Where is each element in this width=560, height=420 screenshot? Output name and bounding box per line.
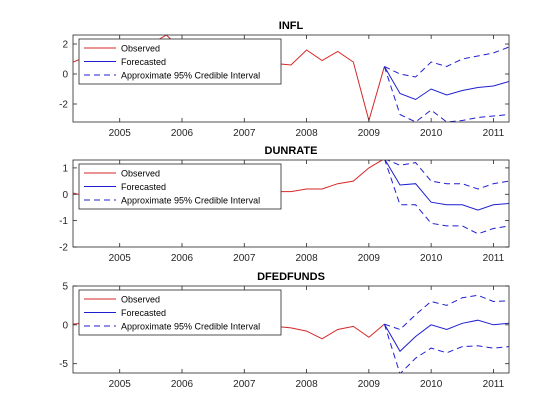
y-tick-label: 0 (62, 70, 68, 81)
x-tick-label: 2007 (233, 253, 256, 264)
y-tick-label: 0 (62, 190, 68, 201)
legend-label: Approximate 95% Credible Interval (121, 322, 260, 332)
x-tick-label: 2007 (233, 379, 256, 390)
series-approximate-95-credible-interval (384, 294, 509, 331)
legend-label: Forecasted (121, 308, 166, 318)
legend: Observed Forecasted Approximate 95% Credib… (78, 289, 282, 336)
x-tick-label: 2011 (483, 253, 505, 264)
x-tick-label: 2010 (420, 379, 443, 390)
series-forecasted (383, 66, 509, 101)
y-tick-label: -1 (59, 216, 68, 227)
axes-box (72, 34, 510, 123)
series-forecasted (384, 160, 509, 211)
legend-label: Forecasted (121, 57, 166, 67)
y-tick-label: 1 (62, 163, 68, 174)
y-tick-label: -2 (59, 100, 68, 111)
legend-label: Observed (121, 295, 160, 305)
series-credible-interval-lower (384, 160, 509, 235)
axes-box (72, 285, 510, 374)
x-tick-label: 2009 (358, 128, 381, 139)
x-tick-label: 2006 (171, 379, 194, 390)
chart-title: INFL (279, 20, 304, 32)
y-tick-label: 5 (62, 282, 68, 293)
legend: Observed Forecasted Approximate 95% Credib… (78, 163, 282, 210)
y-tick-label: -5 (59, 359, 68, 370)
legend-label: Approximate 95% Credible Interval (121, 196, 260, 206)
x-tick-label: 2008 (295, 128, 318, 139)
x-tick-label: 2008 (295, 253, 318, 264)
x-tick-label: 2009 (358, 253, 381, 264)
x-tick-label: 2011 (483, 379, 505, 390)
subplot-3: 2005 2006 2007 2008 2009 2010 2011 5 0 -5 DFEDFUND… (59, 271, 510, 390)
x-tick-label: 2006 (171, 128, 194, 139)
x-tick-label: 2005 (109, 379, 132, 390)
chart-title: DFEDFUNDS (257, 271, 325, 283)
series-approximate-95-credible-interval (384, 46, 509, 78)
series-forecasted (383, 319, 509, 353)
x-tick-label: 2006 (171, 253, 194, 264)
x-tick-label: 2008 (295, 379, 318, 390)
y-tick-label: 0 (62, 320, 68, 331)
x-tick-label: 2005 (109, 128, 132, 139)
axes-box (72, 159, 510, 248)
legend: Observed Forecasted Approximate 95% Credib… (78, 38, 282, 85)
chart-title: DUNRATE (265, 145, 318, 157)
x-tick-label: 2009 (358, 379, 381, 390)
subplot-1: 2005 2006 2007 2008 2009 2010 2011 2 0 -2 INFL Obse… (59, 20, 510, 139)
x-tick-label: 2010 (420, 128, 443, 139)
legend-box (78, 38, 282, 85)
legend-label: Observed (121, 44, 160, 54)
y-tick-label: 2 (62, 40, 68, 51)
legend-label: Observed (121, 169, 160, 179)
x-tick-label: 2010 (420, 253, 443, 264)
x-tick-label: 2011 (483, 128, 505, 139)
x-tick-label: 2005 (109, 253, 132, 264)
series-approximate-95-credible-interval (386, 160, 509, 190)
series-credible-interval-lower (383, 323, 509, 373)
y-tick-label: -2 (59, 243, 68, 254)
subplot-2: 2005 2006 2007 2008 2009 2010 2011 1 0 -1 -2 DUNRAT… (59, 145, 510, 264)
x-tick-label: 2007 (233, 128, 256, 139)
legend-label: Approximate 95% Credible Interval (121, 71, 260, 81)
legend-label: Forecasted (121, 182, 166, 192)
